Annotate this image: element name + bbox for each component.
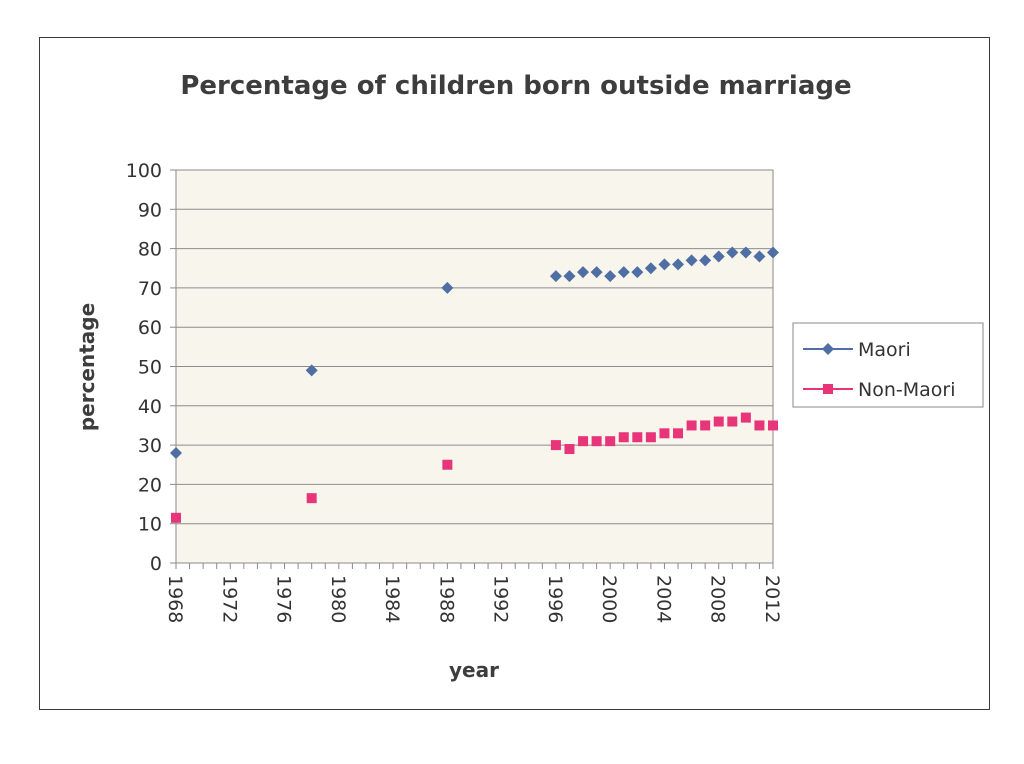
maori-point — [305, 364, 318, 377]
legend-maori-label: Maori — [858, 339, 911, 361]
maori-point — [685, 254, 698, 267]
legend-maori-marker — [822, 343, 834, 355]
legend-nonmaori-label: Non-Maori — [858, 379, 956, 401]
x-tick-label: 2000 — [598, 575, 620, 623]
non-maori-point — [442, 459, 453, 470]
series-markers — [170, 246, 779, 523]
maori-point — [767, 246, 779, 259]
non-maori-point — [686, 420, 697, 431]
y-tick-label: 90 — [138, 199, 162, 221]
x-tick-label: 1996 — [544, 575, 566, 623]
maori-point — [753, 250, 766, 263]
maori-point — [644, 262, 657, 275]
y-tick-label: 60 — [138, 317, 162, 339]
maori-point — [590, 266, 603, 279]
non-maori-point — [632, 432, 643, 443]
y-tick-label: 40 — [138, 396, 162, 418]
non-maori-point — [659, 428, 670, 439]
non-maori-point — [306, 493, 317, 504]
y-tick-label: 10 — [138, 514, 162, 536]
y-tick-label: 0 — [150, 553, 162, 575]
non-maori-point — [768, 420, 778, 431]
x-axis-ticks: 1968 1972 1976 1980 1984 1988 1992 1996 2000 2004… — [164, 563, 783, 623]
non-maori-point — [171, 512, 181, 523]
non-maori-point — [605, 436, 616, 447]
maori-point — [726, 246, 739, 259]
non-maori-point — [618, 432, 629, 443]
x-axis-title: year — [449, 658, 499, 682]
maori-point — [170, 446, 182, 459]
non-maori-point — [550, 440, 561, 451]
maori-point — [739, 246, 752, 259]
non-maori-point — [754, 420, 765, 431]
non-maori-point — [740, 412, 751, 423]
maori-point — [631, 266, 644, 279]
maori-point — [604, 270, 617, 283]
y-tick-label: 100 — [126, 160, 162, 182]
y-tick-label: 30 — [138, 435, 162, 457]
maori-point — [549, 270, 562, 283]
x-tick-label: 1972 — [218, 575, 240, 623]
non-maori-point — [578, 436, 589, 447]
x-tick-label: 1992 — [490, 575, 512, 623]
chart-frame: Percentage of children born outside marr… — [39, 37, 990, 710]
maori-point — [617, 266, 630, 279]
y-tick-label: 70 — [138, 278, 162, 300]
non-maori-point — [645, 432, 656, 443]
legend: Maori Non-Maori — [792, 322, 984, 408]
x-tick-label: 2012 — [761, 575, 783, 623]
non-maori-point — [713, 416, 724, 427]
maori-point — [712, 250, 725, 263]
y-tick-label: 20 — [138, 474, 162, 496]
maori-point — [699, 254, 712, 267]
y-axis-title: percentage — [75, 303, 99, 431]
maori-point — [563, 270, 576, 283]
x-tick-label: 2004 — [652, 575, 674, 623]
x-tick-label: 1976 — [273, 575, 295, 623]
chart-svg: Percentage of children born outside marr… — [75, 71, 984, 682]
x-tick-label: 2008 — [707, 575, 729, 623]
x-tick-label: 1988 — [435, 575, 457, 623]
chart-title: Percentage of children born outside marr… — [180, 71, 851, 101]
x-tick-label: 1980 — [327, 575, 349, 623]
non-maori-point — [700, 420, 711, 431]
maori-point — [658, 258, 671, 271]
maori-point — [672, 258, 685, 271]
non-maori-point — [673, 428, 684, 439]
legend-nonmaori-marker — [823, 384, 833, 394]
maori-point — [577, 266, 590, 279]
maori-point — [441, 281, 454, 294]
x-tick-label: 1968 — [164, 575, 186, 623]
y-tick-label: 50 — [138, 357, 162, 379]
non-maori-point — [727, 416, 738, 427]
grid-lines — [176, 208, 773, 525]
non-maori-point — [564, 444, 575, 455]
y-axis-ticks: 0 10 20 30 40 50 60 70 80 90 100 — [126, 160, 176, 575]
x-tick-label: 1984 — [381, 575, 403, 623]
non-maori-point — [591, 436, 602, 447]
y-tick-label: 80 — [138, 239, 162, 261]
